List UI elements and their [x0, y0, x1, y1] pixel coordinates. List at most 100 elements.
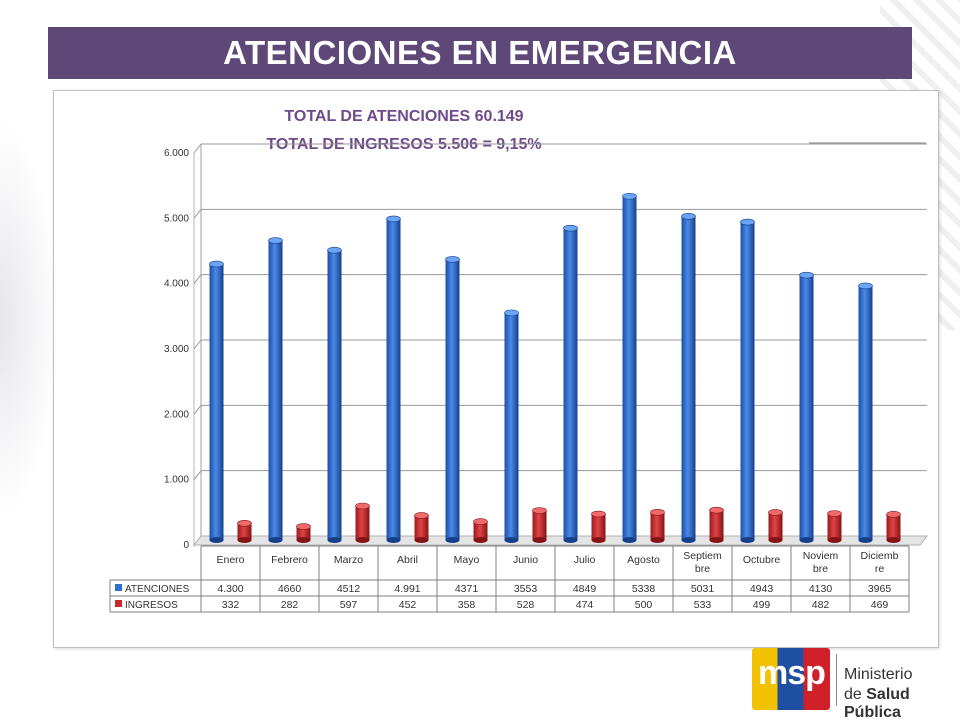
data-table-value: 3553	[514, 583, 538, 595]
bar-ingresos-9	[768, 512, 783, 540]
bar-cap-atenciones-6	[563, 224, 578, 232]
bar-base-atenciones-1	[268, 537, 283, 543]
bar-base-ingresos-7	[650, 537, 665, 543]
data-table-value: 5338	[632, 583, 656, 595]
bar-base-atenciones-2	[327, 537, 342, 543]
bar-ingresos-6	[591, 514, 606, 540]
x-category-label-line: Julio	[574, 554, 596, 566]
data-table-value: 4512	[337, 583, 361, 595]
bar-base-ingresos-5	[532, 537, 547, 543]
legend-key-atenciones	[115, 584, 122, 591]
data-table-value: 474	[576, 599, 594, 611]
page-title: ATENCIONES EN EMERGENCIA	[223, 34, 737, 71]
bar-base-ingresos-9	[768, 537, 783, 543]
logo-text-ministerio: Ministerio	[844, 666, 913, 683]
data-table-value: 4.300	[217, 583, 243, 595]
msp-logo-mark: msp	[752, 648, 830, 710]
bar-cap-ingresos-6	[591, 510, 606, 518]
bar-atenciones-0	[209, 264, 224, 540]
data-table-value: 4660	[278, 583, 302, 595]
data-table-value: 4130	[809, 583, 833, 595]
data-table-value: 4371	[455, 583, 479, 595]
bar-cap-ingresos-10	[827, 510, 842, 517]
data-table-value: 452	[399, 599, 417, 611]
bar-base-atenciones-6	[563, 537, 578, 543]
bar-cap-ingresos-4	[473, 518, 488, 525]
bar-base-ingresos-8	[709, 537, 724, 543]
x-category-label-line: Noviem	[803, 550, 839, 562]
x-category-label-line: Agosto	[627, 554, 660, 566]
data-table-value: 533	[694, 599, 712, 611]
bar-cap-ingresos-11	[886, 511, 901, 518]
gridline-bevel	[193, 339, 202, 350]
bar-base-atenciones-9	[740, 537, 755, 543]
bar-cap-atenciones-10	[799, 271, 814, 279]
x-category-label: Abril	[397, 554, 418, 566]
bar-ingresos-0	[237, 523, 252, 540]
x-category-label-line: bre	[695, 563, 710, 575]
bar-ingresos-10	[827, 513, 842, 540]
bar-cap-ingresos-1	[296, 523, 311, 530]
bar-base-atenciones-5	[504, 537, 519, 543]
bar-cap-atenciones-5	[504, 309, 519, 317]
bar-atenciones-4	[445, 259, 460, 540]
x-category-label-line: Abril	[397, 554, 418, 566]
x-category-label: Julio	[574, 554, 596, 566]
y-tick-label: 2.000	[164, 409, 189, 420]
bar-cap-atenciones-2	[327, 246, 342, 254]
bar-base-atenciones-8	[681, 537, 696, 543]
data-table-value: 5031	[691, 583, 715, 595]
bar-base-atenciones-7	[622, 537, 637, 543]
x-category-label: Noviem bre	[803, 550, 839, 575]
gridline-bevel	[193, 274, 202, 284]
bar-base-ingresos-6	[591, 537, 606, 543]
bar-atenciones-3	[386, 218, 401, 540]
bar-ingresos-11	[886, 514, 901, 540]
data-table-value: 4849	[573, 583, 597, 595]
bar-atenciones-11	[858, 285, 873, 540]
bar-ingresos-1	[296, 526, 311, 540]
bar-atenciones-6	[563, 228, 578, 540]
x-category-label-line: Septiem	[683, 550, 722, 562]
bar-base-ingresos-0	[237, 537, 252, 543]
bar-cap-ingresos-5	[532, 507, 547, 514]
x-category-label: Agosto	[627, 554, 660, 566]
x-category-label: Marzo	[334, 554, 363, 566]
x-category-label-line: Mayo	[454, 554, 480, 566]
bar-base-atenciones-10	[799, 537, 814, 543]
gridline-bevel	[193, 143, 202, 154]
y-tick-label: 5.000	[164, 213, 189, 224]
x-category-label-line: bre	[813, 563, 828, 575]
logo-text-bold: Salud Pública	[844, 686, 910, 721]
bar-cap-atenciones-0	[209, 260, 224, 268]
bar-base-ingresos-2	[355, 537, 370, 543]
bar-cap-atenciones-8	[681, 213, 696, 220]
legend-label-ingresos: INGRESOS	[125, 600, 178, 611]
data-table-value: 4.991	[394, 583, 420, 595]
gridline-bevel	[193, 209, 202, 219]
data-table-value: 4943	[750, 583, 774, 595]
logo-text-salud: de Salud Pública	[844, 686, 952, 722]
data-table-value: 469	[871, 599, 889, 611]
y-tick-label: 0	[183, 540, 189, 551]
data-table-value: 500	[635, 599, 653, 611]
bar-ingresos-2	[355, 505, 370, 540]
bar-cap-atenciones-1	[268, 237, 283, 244]
data-table-value: 499	[753, 599, 771, 611]
bar-atenciones-7	[622, 196, 637, 540]
gridline-bevel	[193, 405, 202, 415]
bar-base-atenciones-3	[386, 537, 401, 543]
bar-atenciones-1	[268, 240, 283, 540]
bar-cap-ingresos-0	[237, 520, 252, 527]
bar-base-ingresos-1	[296, 537, 311, 543]
bar-cap-ingresos-2	[355, 502, 370, 510]
bar-atenciones-9	[740, 222, 755, 541]
x-category-label: Diciemb re	[861, 550, 899, 575]
bar-base-ingresos-10	[827, 537, 842, 543]
bar-base-atenciones-0	[209, 537, 224, 543]
title-banner: ATENCIONES EN EMERGENCIA	[48, 27, 912, 79]
y-tick-label: 6.000	[164, 148, 189, 159]
x-category-label-line: Marzo	[334, 554, 363, 566]
bar-ingresos-8	[709, 510, 724, 540]
bar-cap-atenciones-7	[622, 192, 637, 200]
